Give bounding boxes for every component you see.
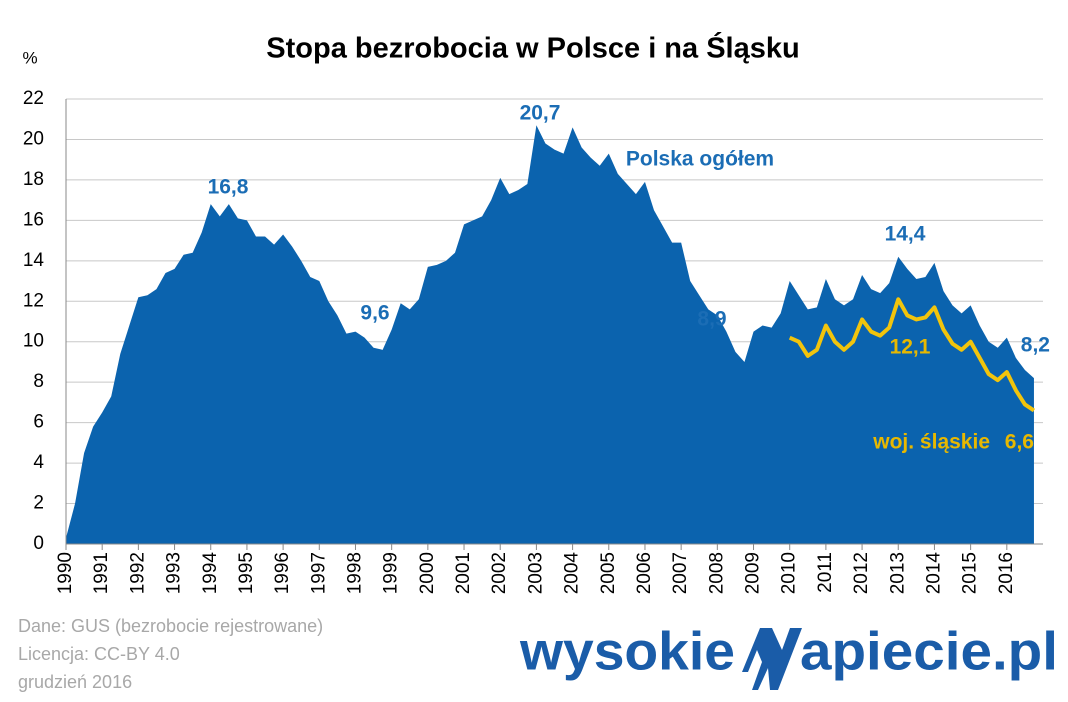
x-tick-label: 2004 [562, 552, 583, 595]
x-tick-label: 1991 [91, 552, 112, 594]
annotation: 12,1 [890, 336, 931, 359]
y-tick-label: 6 [33, 412, 44, 433]
series-label: Polska ogółem [626, 148, 774, 171]
annotation: 14,4 [885, 223, 926, 246]
x-tick-label: 2009 [743, 552, 764, 594]
x-tick-label: 1999 [381, 552, 402, 594]
x-tick-label: 2013 [887, 552, 908, 594]
x-tick-label: 2000 [417, 552, 438, 594]
annotation: 8,9 [697, 308, 726, 331]
annotation: 8,2 [1021, 334, 1050, 357]
y-tick-label: 12 [23, 290, 44, 311]
x-tick-label: 2003 [525, 552, 546, 594]
x-tick-label: 1996 [272, 552, 293, 594]
source-note: Dane: GUS (bezrobocie rejestrowane) [18, 616, 323, 636]
y-tick-label: 22 [23, 88, 44, 109]
area [66, 125, 1034, 544]
series-label: woj. śląskie [872, 431, 990, 454]
logo-text: wysokie [519, 621, 735, 681]
x-tick-label: 2008 [706, 552, 727, 594]
x-tick-label: 1998 [344, 552, 365, 594]
date-note: grudzień 2016 [18, 672, 132, 692]
x-tick-label: 2010 [779, 552, 800, 594]
x-tick-label: 1994 [200, 552, 221, 595]
logo-text: apiecie.pl [800, 621, 1058, 681]
x-tick-label: 1992 [127, 552, 148, 594]
x-tick-label: 2015 [960, 552, 981, 594]
annotation: 9,6 [360, 302, 389, 325]
x-tick-label: 1990 [55, 552, 76, 594]
x-tick-label: 1997 [308, 552, 329, 594]
y-tick-label: 10 [23, 331, 44, 352]
plot-area: 0 2 4 6 8 10 12 14 16 18 20 22 1990 1991 1992 1993 1994 1… [23, 88, 1043, 594]
x-tick-label: 2011 [815, 552, 836, 593]
x-tick-label: 2014 [923, 552, 944, 595]
y-axis-label: % [22, 48, 37, 67]
y-tick-label: 2 [33, 493, 44, 514]
x-tick-label: 2005 [598, 552, 619, 594]
license-note: Licencja: CC-BY 4.0 [18, 644, 180, 664]
logo-bolt [742, 628, 802, 690]
y-tick-label: 14 [23, 250, 45, 271]
y-tick-label: 0 [33, 533, 44, 554]
y-tick-label: 8 [33, 371, 44, 392]
x-tick-label: 2006 [634, 552, 655, 594]
chart-title: Stopa bezrobocia w Polsce i na Śląsku [266, 31, 799, 65]
x-tick-label: 2012 [851, 552, 872, 594]
x-tick-label: 2002 [489, 552, 510, 594]
x-tick-label: 1993 [164, 552, 185, 594]
y-tick-label: 18 [23, 169, 44, 190]
annotation: 16,8 [208, 176, 249, 199]
x-tick-label: 1995 [236, 552, 257, 594]
y-tick-label: 4 [33, 452, 44, 473]
x-tick-label: 2016 [996, 552, 1017, 594]
x-tick-label: 2007 [670, 552, 691, 594]
annotation: 20,7 [520, 102, 561, 125]
x-tick-label: 2001 [453, 552, 474, 594]
y-tick-label: 16 [23, 209, 44, 230]
y-tick-label: 20 [23, 128, 44, 149]
line [788, 297, 1036, 413]
annotation: 6,6 [1005, 431, 1034, 454]
